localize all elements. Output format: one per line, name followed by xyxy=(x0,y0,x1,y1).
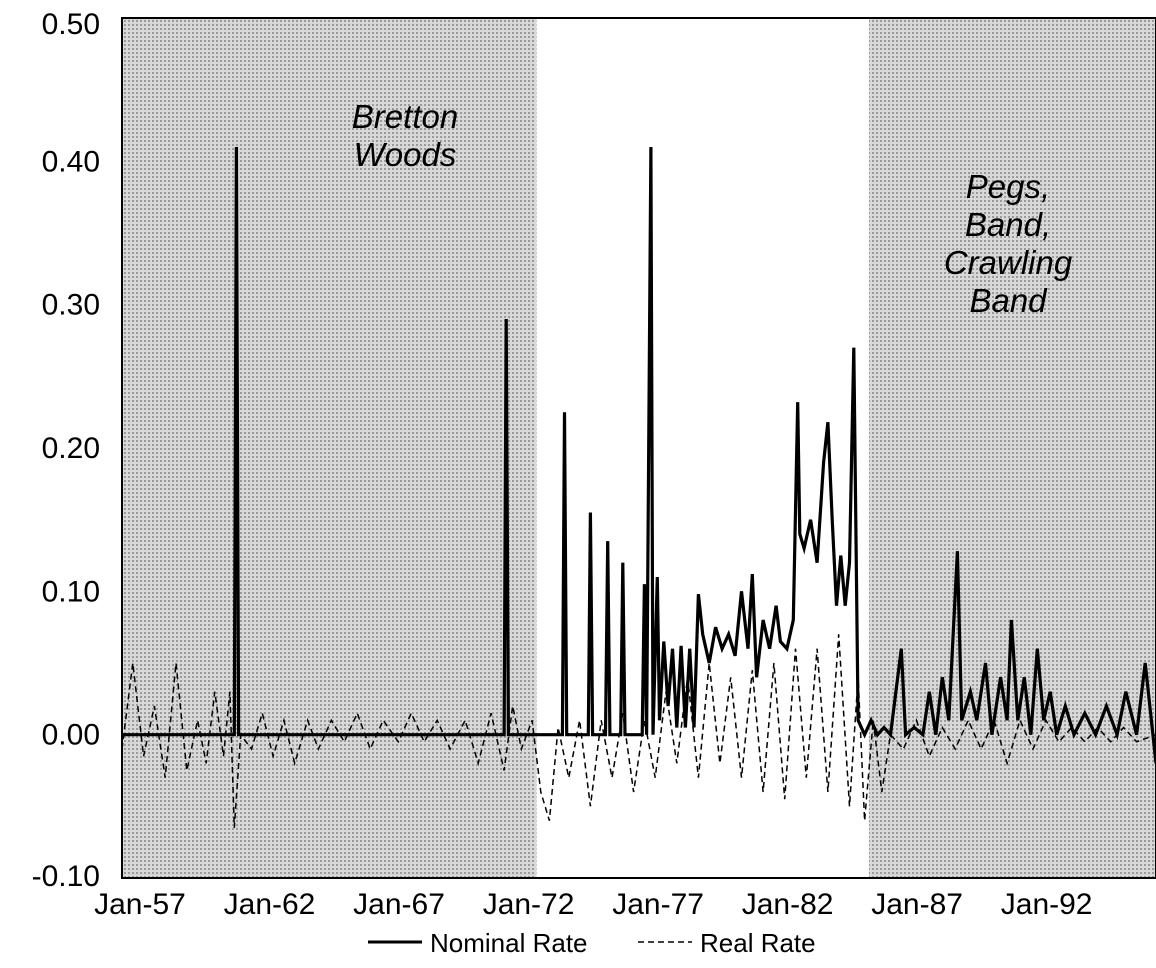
y-tick-label: -0.10 xyxy=(32,860,100,893)
regime-label-2-line-0: Pegs, xyxy=(966,168,1050,205)
plot-frame xyxy=(121,17,1156,879)
regime-label-2-line-3: Band xyxy=(969,282,1048,319)
series-lines xyxy=(121,146,1156,828)
x-tick-label: Jan-82 xyxy=(742,888,834,921)
x-axis: Jan-57 Jan-62 Jan-67 Jan-72 Jan-77 Jan-82 Jan-… xyxy=(94,888,1092,921)
legend-label-nominal-rate: Nominal Rate xyxy=(430,928,588,958)
x-tick-label: Jan-72 xyxy=(483,888,575,921)
x-tick-label: Jan-77 xyxy=(612,888,704,921)
x-tick-label: Jan-92 xyxy=(1001,888,1093,921)
legend: Nominal Rate Real Rate xyxy=(368,928,816,958)
x-tick-label: Jan-67 xyxy=(353,888,445,921)
y-tick-label: 0.10 xyxy=(42,575,100,608)
y-tick-label: 0.00 xyxy=(42,719,100,752)
y-tick-label: 0.40 xyxy=(42,145,100,178)
x-tick-label: Jan-62 xyxy=(224,888,316,921)
legend-label-real-rate: Real Rate xyxy=(700,928,816,958)
x-tick-label: Jan-87 xyxy=(871,888,963,921)
y-tick-label: 0.30 xyxy=(42,289,100,322)
series-line-real-rate xyxy=(121,634,1156,828)
series-line-nominal-rate xyxy=(122,146,1156,764)
regime-label-2-line-1: Band, xyxy=(965,206,1051,243)
y-tick-label: 0.20 xyxy=(42,432,100,465)
regime-regions xyxy=(122,18,1156,878)
regime-label-0-line-0: Bretton xyxy=(352,98,458,135)
x-tick-label: Jan-57 xyxy=(94,888,186,921)
regime-label-2-line-2: Crawling xyxy=(944,244,1073,281)
y-axis: 0.50 0.40 0.30 0.20 0.10 0.00 -0.10 xyxy=(32,8,100,893)
y-tick-label: 0.50 xyxy=(42,8,100,41)
regime-label-0-line-1: Woods xyxy=(354,136,457,173)
regime-shade-2 xyxy=(868,18,1156,878)
